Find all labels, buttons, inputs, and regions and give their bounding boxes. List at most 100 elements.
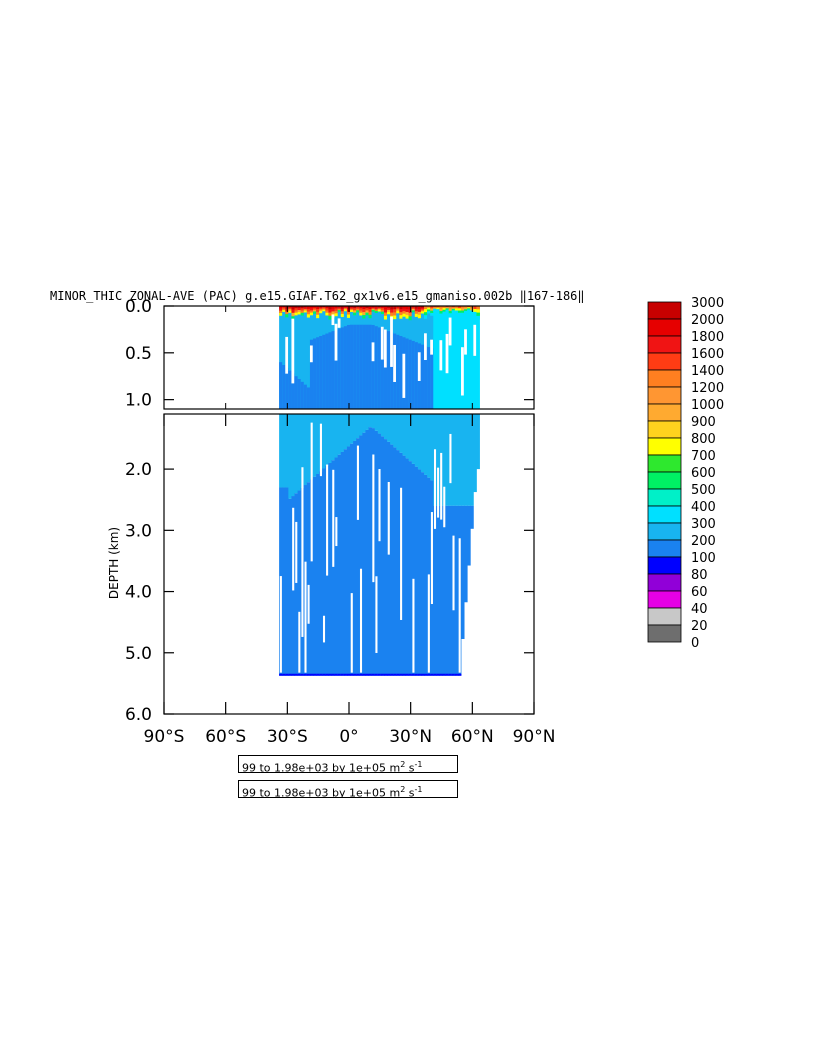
field-cell (282, 306, 286, 308)
gap-cell (332, 469, 335, 567)
field-cell (451, 308, 456, 311)
x-tick-label: 60°S (205, 727, 246, 747)
field-cell (359, 414, 363, 436)
field-cell (279, 414, 283, 488)
field-cell (427, 311, 431, 314)
gap-cell (390, 316, 393, 367)
field-cell (414, 673, 419, 676)
field-cell (380, 328, 385, 409)
gap-cell (307, 584, 310, 624)
field-cell (383, 306, 388, 310)
field-cell (316, 337, 320, 409)
colorbar-swatch (647, 386, 682, 405)
field-cell (448, 306, 453, 309)
field-cell (473, 308, 477, 313)
colorbar-swatch (647, 590, 682, 609)
field-cell (365, 310, 369, 314)
colorbar-label: 900 (691, 415, 716, 430)
field-cell (424, 309, 428, 313)
field-cell (362, 312, 366, 316)
field-cell (417, 306, 422, 310)
field-cell (328, 673, 332, 676)
field-cell (319, 306, 323, 309)
field-cell (377, 307, 382, 310)
field-cell (346, 311, 351, 316)
field-cell (414, 306, 419, 310)
gap-cell (412, 578, 415, 673)
field-cell (380, 311, 385, 315)
field-cell (309, 308, 314, 311)
field-cell (334, 313, 339, 317)
field-cell (279, 673, 283, 676)
field-cell (405, 306, 410, 310)
field-cell (457, 673, 462, 676)
field-cell (383, 309, 388, 314)
field-cell (454, 673, 459, 676)
field-cell (442, 673, 447, 676)
field-cell (291, 414, 295, 497)
field-cell (411, 307, 416, 310)
field-cell (285, 367, 289, 409)
field-cell (454, 414, 459, 506)
field-cell (417, 308, 422, 313)
field-cell (322, 309, 326, 312)
field-cell (399, 673, 403, 676)
field-cell (420, 307, 425, 311)
field-cell (319, 311, 323, 314)
field-cell (279, 362, 283, 409)
field-cell (467, 308, 471, 311)
chart-title: MINOR_THIC ZONAL-AVE (PAC) g.e15.GIAF.T6… (50, 289, 585, 303)
field-cell (439, 505, 443, 676)
field-cell (374, 326, 379, 409)
field-cell (319, 309, 323, 312)
field-cell (365, 414, 369, 430)
field-cell (343, 307, 348, 309)
field-cell (337, 307, 342, 310)
field-cell (303, 308, 308, 311)
colorbar-label: 80 (691, 568, 708, 583)
field-cell (371, 308, 376, 311)
field-cell (285, 487, 289, 676)
field-cell (294, 673, 299, 676)
field-cell (387, 311, 391, 315)
field-cell (303, 384, 308, 409)
field-cell (467, 307, 471, 309)
field-cell (402, 308, 406, 312)
field-cell (473, 311, 477, 316)
field-cell (433, 306, 437, 308)
field-cell (390, 312, 394, 317)
field-cell (414, 308, 419, 312)
field-cell (313, 307, 317, 311)
field-cell (325, 333, 329, 409)
field-cell (436, 414, 440, 506)
field-cell (461, 310, 465, 314)
field-cell (383, 414, 388, 440)
field-cell (408, 461, 413, 676)
field-cell (291, 306, 295, 310)
field-cell (353, 673, 357, 676)
field-cell (424, 315, 428, 319)
field-cell (393, 414, 397, 448)
field-cell (328, 306, 332, 310)
field-cell (393, 315, 397, 320)
field-cell (309, 306, 314, 309)
colorbar-swatch (647, 573, 682, 592)
colorbar-label: 200 (691, 534, 716, 549)
field-cell (356, 673, 360, 676)
field-cell (457, 308, 462, 312)
gap-cell (380, 326, 384, 360)
field-cell (316, 474, 320, 676)
field-cell (461, 505, 465, 639)
field-cell (343, 308, 348, 311)
field-cell (371, 306, 376, 308)
colorbar-swatch (647, 522, 682, 541)
field-cell (356, 414, 360, 439)
field-cell (309, 673, 314, 676)
field-cell (365, 306, 369, 309)
field-cell (313, 306, 317, 309)
colorbar-label: 1400 (691, 364, 724, 379)
field-cell (294, 376, 299, 409)
field-cell (451, 307, 456, 310)
field-cell (337, 306, 342, 308)
field-cell (393, 312, 397, 316)
